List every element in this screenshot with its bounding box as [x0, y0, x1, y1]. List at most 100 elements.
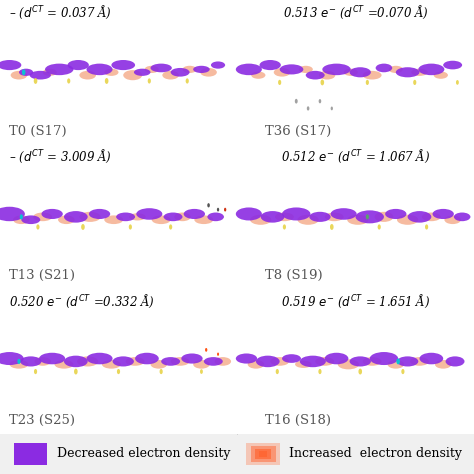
Ellipse shape [282, 208, 310, 220]
Text: Increased  electron density: Increased electron density [289, 447, 462, 460]
Ellipse shape [322, 64, 351, 75]
Ellipse shape [89, 209, 110, 219]
Ellipse shape [410, 357, 429, 366]
Ellipse shape [116, 212, 135, 221]
Ellipse shape [148, 78, 151, 83]
Ellipse shape [22, 69, 26, 75]
Ellipse shape [282, 354, 301, 363]
Ellipse shape [64, 356, 88, 367]
Ellipse shape [325, 212, 344, 221]
Text: T0 (S17): T0 (S17) [9, 125, 67, 137]
Ellipse shape [280, 64, 303, 74]
Ellipse shape [182, 66, 197, 73]
Text: T13 (S21): T13 (S21) [9, 269, 75, 282]
Text: T23 (S25): T23 (S25) [9, 414, 75, 427]
Ellipse shape [194, 215, 213, 224]
Ellipse shape [20, 356, 42, 366]
Ellipse shape [151, 64, 172, 73]
Text: T8 (S19): T8 (S19) [265, 269, 323, 282]
Ellipse shape [273, 68, 290, 77]
Ellipse shape [444, 215, 461, 224]
Ellipse shape [295, 361, 312, 368]
Ellipse shape [214, 357, 231, 366]
Ellipse shape [20, 214, 23, 219]
Ellipse shape [397, 215, 418, 225]
Ellipse shape [34, 369, 37, 374]
Ellipse shape [425, 224, 428, 229]
Ellipse shape [276, 369, 279, 374]
Bar [237, 289, 474, 434]
Bar [0, 289, 237, 434]
Bar [251, 446, 275, 462]
Text: – ($d^{CT}$ = 3.009 Å): – ($d^{CT}$ = 3.009 Å) [9, 148, 112, 165]
Ellipse shape [366, 214, 369, 219]
Ellipse shape [137, 208, 162, 220]
Ellipse shape [160, 369, 163, 374]
Ellipse shape [39, 353, 65, 365]
Ellipse shape [164, 212, 182, 221]
Ellipse shape [45, 64, 73, 75]
Bar [14, 443, 47, 465]
Ellipse shape [349, 356, 371, 366]
Ellipse shape [200, 68, 217, 77]
Ellipse shape [36, 224, 39, 229]
Bar [259, 451, 267, 456]
Ellipse shape [337, 359, 359, 369]
Ellipse shape [236, 64, 262, 75]
Ellipse shape [183, 209, 205, 219]
Ellipse shape [456, 80, 459, 85]
Ellipse shape [86, 64, 112, 75]
Ellipse shape [123, 70, 142, 80]
Ellipse shape [259, 60, 281, 70]
Ellipse shape [270, 357, 289, 366]
Ellipse shape [401, 369, 404, 374]
Ellipse shape [363, 71, 382, 80]
Ellipse shape [418, 64, 444, 75]
Ellipse shape [446, 356, 465, 366]
Ellipse shape [9, 360, 28, 369]
Ellipse shape [193, 360, 210, 369]
Ellipse shape [33, 212, 52, 221]
Text: Decreased electron density: Decreased electron density [57, 447, 230, 460]
Ellipse shape [113, 356, 134, 366]
Text: T16 (S18): T16 (S18) [265, 414, 331, 427]
Ellipse shape [325, 353, 348, 365]
Ellipse shape [104, 215, 123, 224]
Ellipse shape [319, 99, 321, 103]
Text: 0.519 $e^{-}$ ($d^{CT}$ = 1.651 Å): 0.519 $e^{-}$ ($d^{CT}$ = 1.651 Å) [281, 293, 430, 310]
Ellipse shape [104, 69, 118, 76]
Bar [237, 145, 474, 289]
Ellipse shape [126, 357, 145, 366]
Ellipse shape [171, 68, 190, 77]
Ellipse shape [250, 215, 272, 225]
Ellipse shape [319, 71, 336, 80]
Ellipse shape [30, 71, 51, 80]
Ellipse shape [77, 356, 98, 366]
Ellipse shape [186, 78, 189, 83]
Ellipse shape [378, 224, 381, 229]
Ellipse shape [55, 360, 73, 369]
Bar [237, 0, 474, 145]
Ellipse shape [0, 352, 24, 365]
Ellipse shape [283, 224, 286, 229]
Ellipse shape [385, 209, 406, 219]
Ellipse shape [358, 369, 362, 374]
Ellipse shape [152, 215, 171, 224]
Ellipse shape [43, 69, 57, 76]
Ellipse shape [34, 78, 37, 84]
Ellipse shape [330, 224, 334, 230]
Ellipse shape [454, 212, 470, 221]
Ellipse shape [171, 357, 190, 366]
Ellipse shape [129, 224, 132, 229]
Ellipse shape [105, 78, 109, 84]
Ellipse shape [205, 348, 207, 352]
Ellipse shape [295, 99, 298, 104]
Bar [0, 145, 237, 289]
Ellipse shape [174, 212, 191, 221]
Ellipse shape [58, 215, 75, 224]
Ellipse shape [397, 356, 418, 366]
Ellipse shape [217, 353, 219, 356]
Ellipse shape [217, 208, 219, 211]
Text: – ($d^{CT}$ = 0.037 Å): – ($d^{CT}$ = 0.037 Å) [9, 4, 112, 21]
Ellipse shape [300, 356, 326, 367]
